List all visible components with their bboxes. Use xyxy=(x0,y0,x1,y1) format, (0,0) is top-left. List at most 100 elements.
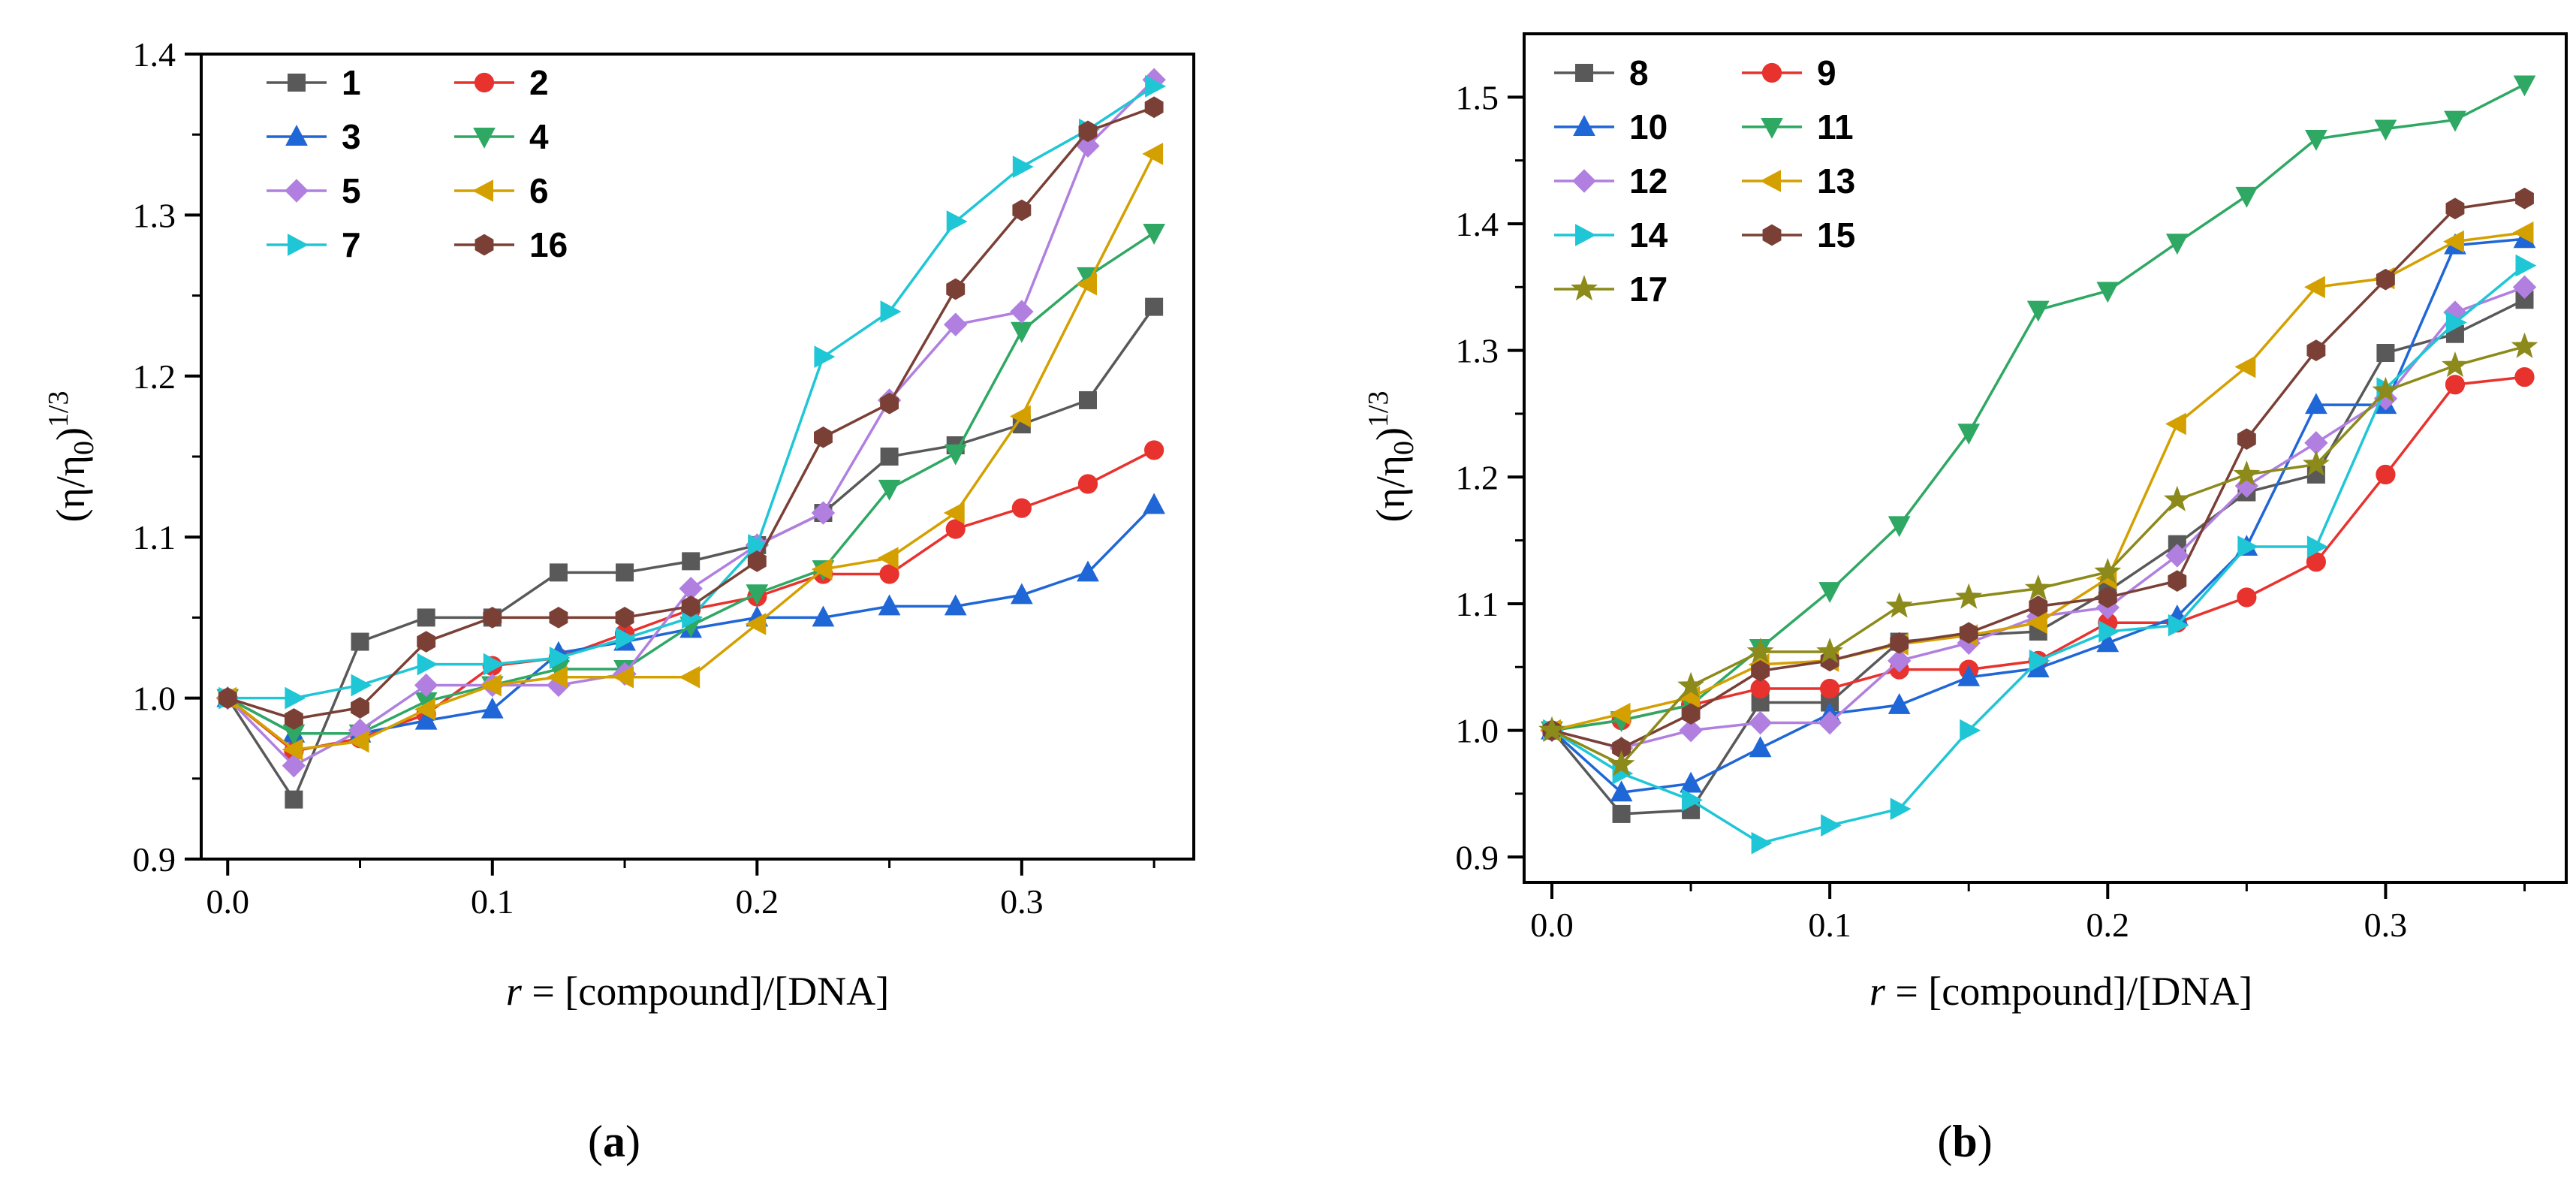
a-legend-item-3: 3 xyxy=(267,117,361,156)
a-legend-item-2: 2 xyxy=(454,63,549,102)
a-series-5-point xyxy=(1010,300,1034,324)
b-series-8-point xyxy=(1612,804,1631,823)
a-series-7 xyxy=(218,75,1166,710)
a-series-6-point xyxy=(943,502,965,524)
a-series-5-point xyxy=(1076,134,1100,158)
b-legend-label-12: 12 xyxy=(1629,161,1668,201)
b-series-14-point xyxy=(2168,614,2189,637)
a-x-tick-label: 0.0 xyxy=(206,882,250,921)
panel-a-legend: 1 2 3 4 5 6 7 16 xyxy=(267,63,568,264)
a-series-2-point xyxy=(1144,440,1164,460)
a-series-1-point xyxy=(616,563,634,582)
panel-a-label: (a) xyxy=(588,1117,640,1166)
a-y-tick-label: 1.0 xyxy=(133,680,176,718)
b-series-8-point xyxy=(2376,344,2395,363)
b-series-12-point xyxy=(2165,544,2189,568)
b-legend-label-10: 10 xyxy=(1629,107,1668,146)
b-series-12-point xyxy=(1887,649,1912,673)
b-legend-item-15: 15 xyxy=(1742,216,1855,255)
a-series-7-point xyxy=(417,653,438,676)
b-series-17-point xyxy=(2302,450,2330,476)
a-legend-label-2: 2 xyxy=(529,63,549,102)
b-legend-marker-14 xyxy=(1575,224,1596,246)
b-legend-label-9: 9 xyxy=(1817,53,1836,92)
b-legend-label-8: 8 xyxy=(1629,53,1649,92)
a-legend-item-4: 4 xyxy=(454,117,549,156)
panel-b-y-axis-label: (η/η0)1/3 xyxy=(1363,390,1420,522)
b-series-11-point xyxy=(2374,119,2397,141)
a-series-16-point xyxy=(747,550,767,572)
a-series-1-point xyxy=(351,632,369,651)
b-series-11-point xyxy=(1818,582,1842,603)
a-legend-marker-3 xyxy=(285,125,308,146)
b-legend-marker-8 xyxy=(1575,64,1593,82)
a-series-5-point xyxy=(811,501,836,525)
b-series-15-point xyxy=(1751,659,1770,682)
a-legend-marker-6 xyxy=(472,179,493,202)
b-series-8-line xyxy=(1550,298,2526,816)
a-series-16-point xyxy=(351,697,369,719)
a-legend-marker-7 xyxy=(288,234,309,256)
a-series-6-line xyxy=(227,153,1155,752)
a-series-16-point xyxy=(814,426,833,448)
b-y-tick-label: 0.9 xyxy=(1456,838,1499,876)
a-series-3-point xyxy=(944,594,967,616)
b-legend-item-10: 10 xyxy=(1554,107,1668,146)
a-series-6-point xyxy=(811,558,833,580)
b-y-tick-label: 1.2 xyxy=(1456,458,1499,496)
b-legend-label-14: 14 xyxy=(1629,216,1668,255)
a-series-7-point xyxy=(549,647,571,669)
a-series-6-point xyxy=(414,698,435,721)
a-series-1 xyxy=(218,297,1164,809)
a-series-1-point xyxy=(1078,390,1097,409)
a-legend-label-6: 6 xyxy=(529,171,549,210)
a-series-6-point xyxy=(1009,405,1031,428)
b-series-13-point xyxy=(2512,221,2534,244)
b-series-10-point xyxy=(1610,780,1633,802)
b-series-17-point xyxy=(1677,671,1705,698)
b-series-15-point xyxy=(2168,570,2187,592)
b-series-13-point xyxy=(2304,276,2325,299)
b-y-tick-label: 1.4 xyxy=(1456,205,1499,243)
b-legend-marker-12 xyxy=(1572,169,1596,193)
a-x-tick-label: 0.3 xyxy=(1000,882,1044,921)
a-x-tick-label: 0.1 xyxy=(471,882,514,921)
b-legend-item-12: 12 xyxy=(1554,161,1668,201)
a-series-3-point xyxy=(878,594,901,616)
a-legend-item-7: 7 xyxy=(267,225,361,264)
a-legend-label-3: 3 xyxy=(342,117,361,156)
a-series-3-point xyxy=(1010,583,1033,605)
a-series-1-point xyxy=(880,448,899,466)
a-legend-label-16: 16 xyxy=(529,225,568,264)
b-series-12-point xyxy=(2512,275,2537,300)
b-series-14-point xyxy=(2029,649,2050,672)
b-series-15-point xyxy=(2515,187,2534,210)
a-series-7-point xyxy=(1012,155,1034,178)
panel-b-label: (b) xyxy=(1937,1117,1992,1166)
a-series-4-point xyxy=(944,444,967,466)
b-series-15-point xyxy=(1959,622,1978,644)
b-series-14-point xyxy=(2445,311,2467,334)
a-series-3-point xyxy=(1077,560,1099,582)
a-series-1-point xyxy=(1145,297,1164,316)
b-x-tick-label: 0.3 xyxy=(2364,906,2408,944)
a-series-7-point xyxy=(351,674,372,697)
b-series-12-point xyxy=(1748,710,1773,735)
b-series-11-point xyxy=(1888,516,1911,538)
b-series-17-point xyxy=(1955,583,1983,609)
b-series-13-point xyxy=(2234,355,2256,378)
a-series-16-point xyxy=(615,607,634,629)
b-legend-label-13: 13 xyxy=(1817,161,1855,201)
a-legend-marker-16 xyxy=(475,234,494,256)
b-series-15-point xyxy=(2445,197,2465,220)
b-series-11-point xyxy=(2096,282,2120,303)
panel-b-axes: 0.0 0.1 0.2 0.3 0.9 1.0 1.1 1.2 1.3 1.4 1.5 xyxy=(1456,78,2526,944)
b-series-12-point xyxy=(1679,718,1703,743)
a-series-1-point xyxy=(417,608,435,627)
b-series-14-point xyxy=(2098,620,2120,643)
b-series-14 xyxy=(1543,254,2537,855)
b-legend-marker-15 xyxy=(1762,224,1782,246)
b-series-11-point xyxy=(1957,424,1981,445)
a-series-16-point xyxy=(218,687,237,709)
b-series-9-point xyxy=(2514,366,2535,387)
